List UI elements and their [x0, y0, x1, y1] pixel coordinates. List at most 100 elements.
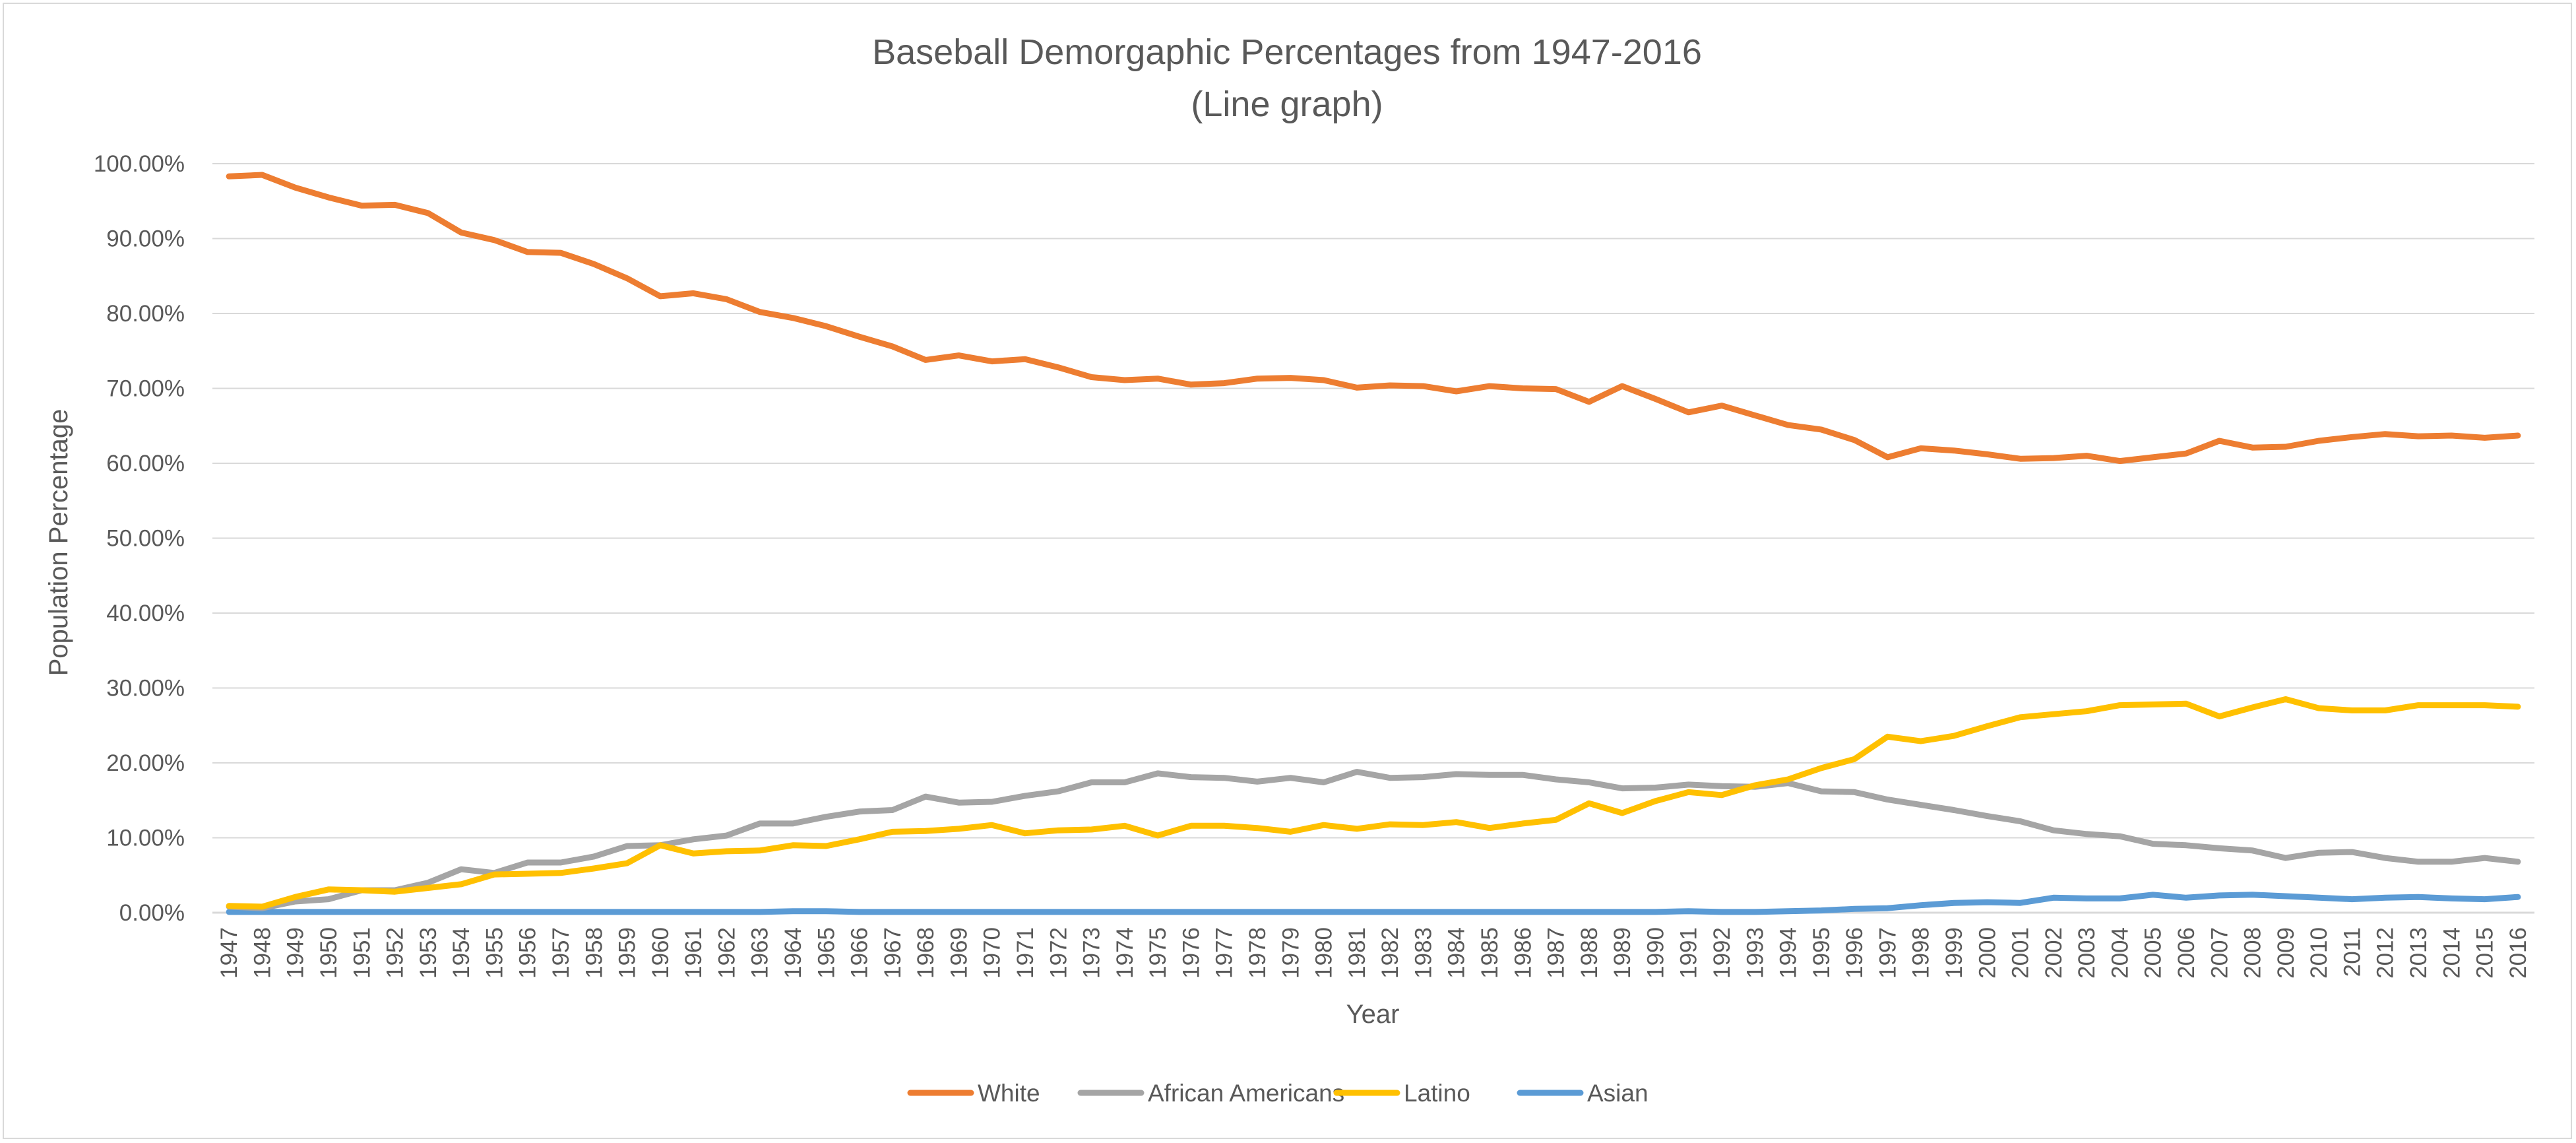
- x-tick-label: 2012: [2373, 927, 2399, 979]
- x-tick-label: 1947: [216, 927, 242, 979]
- x-tick-label: 1950: [316, 927, 342, 979]
- x-tick-label: 1956: [515, 927, 541, 979]
- legend-label-asian: Asian: [1587, 1080, 1649, 1107]
- y-axis-title: Population Percentage: [44, 409, 73, 676]
- x-tick-label: 1997: [1875, 927, 1901, 979]
- x-tick-label: 1964: [780, 927, 806, 979]
- y-tick-label: 20.00%: [106, 750, 185, 776]
- x-tick-label: 1983: [1410, 927, 1436, 979]
- x-tick-label: 1987: [1544, 927, 1569, 979]
- x-axis-ticks: 1947 1948 1949 1950 1951 1952 1953 1954 1955 1956…: [216, 927, 2531, 979]
- x-tick-label: 1995: [1809, 927, 1835, 979]
- x-tick-label: 1976: [1178, 927, 1204, 979]
- x-tick-label: 1958: [581, 927, 607, 979]
- x-tick-label: 1949: [283, 927, 309, 979]
- x-tick-label: 1968: [913, 927, 939, 979]
- x-tick-label: 1959: [615, 927, 641, 979]
- x-tick-label: 2001: [2008, 927, 2034, 979]
- x-tick-label: 1974: [1112, 927, 1138, 979]
- x-tick-label: 1994: [1776, 927, 1802, 979]
- x-tick-label: 1972: [1046, 927, 1071, 979]
- x-tick-label: 2004: [2107, 927, 2133, 979]
- x-tick-label: 1962: [714, 927, 739, 979]
- x-tick-label: 1969: [946, 927, 972, 979]
- x-tick-label: 1989: [1610, 927, 1635, 979]
- x-tick-label: 1985: [1477, 927, 1503, 979]
- x-tick-label: 1966: [847, 927, 873, 979]
- x-tick-label: 1978: [1245, 927, 1271, 979]
- x-tick-label: 1977: [1212, 927, 1238, 979]
- y-tick-label: 0.00%: [119, 900, 185, 926]
- chart-title: Baseball Demorgaphic Percentages from 19…: [872, 32, 1702, 72]
- y-tick-label: 30.00%: [106, 676, 185, 702]
- y-tick-label: 40.00%: [106, 601, 185, 626]
- x-tick-label: 1999: [1941, 927, 1967, 979]
- x-tick-label: 1975: [1145, 927, 1171, 979]
- y-tick-label: 80.00%: [106, 301, 185, 327]
- legend-label-latino: Latino: [1404, 1080, 1470, 1107]
- x-tick-label: 1953: [416, 927, 441, 979]
- legend: White African Americans Latino Asian: [907, 1080, 1649, 1107]
- legend-label-african-americans: African Americans: [1148, 1080, 1344, 1107]
- x-tick-label: 2007: [2207, 927, 2232, 979]
- x-tick-label: 1973: [1079, 927, 1105, 979]
- x-tick-label: 2016: [2505, 927, 2531, 979]
- x-tick-label: 1961: [681, 927, 707, 979]
- legend-label-white: White: [978, 1080, 1040, 1107]
- chart-frame: [3, 3, 2572, 1139]
- x-tick-label: 1984: [1444, 927, 1470, 979]
- series-lines: [226, 172, 2521, 915]
- y-axis-ticks: 0.00% 10.00% 20.00% 30.00% 40.00% 50.00% 60.00…: [94, 151, 185, 926]
- x-tick-label: 1996: [1842, 927, 1868, 979]
- x-tick-label: 1992: [1709, 927, 1735, 979]
- x-axis-title: Year: [1346, 1000, 1400, 1029]
- gridlines: [212, 163, 2534, 839]
- x-tick-label: 1993: [1742, 927, 1768, 979]
- series-line-latino: [226, 696, 2521, 910]
- y-tick-label: 70.00%: [106, 376, 185, 402]
- x-tick-label: 2006: [2174, 927, 2199, 979]
- x-tick-label: 1986: [1510, 927, 1536, 979]
- series-line-asian: [226, 892, 2521, 915]
- y-tick-label: 100.00%: [94, 151, 185, 177]
- x-tick-label: 1954: [449, 927, 474, 979]
- x-tick-label: 1998: [1908, 927, 1934, 979]
- y-tick-label: 50.00%: [106, 526, 185, 552]
- y-tick-label: 60.00%: [106, 451, 185, 476]
- x-tick-label: 1948: [249, 927, 275, 979]
- x-tick-label: 1957: [548, 927, 574, 979]
- x-tick-label: 1991: [1676, 927, 1702, 979]
- x-tick-label: 2005: [2141, 927, 2166, 979]
- x-tick-label: 2010: [2306, 927, 2332, 979]
- x-tick-label: 1980: [1311, 927, 1337, 979]
- x-tick-label: 1965: [813, 927, 839, 979]
- x-tick-label: 1971: [1013, 927, 1038, 979]
- x-tick-label: 1988: [1577, 927, 1602, 979]
- x-tick-label: 2002: [2041, 927, 2067, 979]
- series-line-african-americans: [226, 769, 2521, 911]
- x-tick-label: 2000: [1974, 927, 2000, 979]
- x-tick-label: 2015: [2472, 927, 2498, 979]
- x-tick-label: 2009: [2273, 927, 2299, 979]
- series-line-white: [226, 172, 2521, 465]
- y-tick-label: 10.00%: [106, 826, 185, 851]
- x-tick-label: 1967: [880, 927, 906, 979]
- x-tick-label: 1955: [482, 927, 507, 979]
- x-tick-label: 2013: [2406, 927, 2432, 979]
- x-tick-label: 1970: [980, 927, 1005, 979]
- x-tick-label: 1981: [1344, 927, 1370, 979]
- x-tick-label: 2014: [2439, 927, 2465, 979]
- x-tick-label: 1979: [1278, 927, 1304, 979]
- x-tick-label: 1982: [1377, 927, 1403, 979]
- x-tick-label: 1963: [747, 927, 773, 979]
- chart-subtitle: (Line graph): [1191, 84, 1383, 124]
- x-tick-label: 1951: [349, 927, 375, 979]
- y-tick-label: 90.00%: [106, 226, 185, 252]
- x-tick-label: 1952: [383, 927, 408, 979]
- x-tick-label: 2003: [2074, 927, 2100, 979]
- x-tick-label: 1990: [1643, 927, 1668, 979]
- x-tick-label: 2008: [2240, 927, 2266, 979]
- x-tick-label: 2011: [2339, 927, 2365, 977]
- x-tick-label: 1960: [648, 927, 674, 979]
